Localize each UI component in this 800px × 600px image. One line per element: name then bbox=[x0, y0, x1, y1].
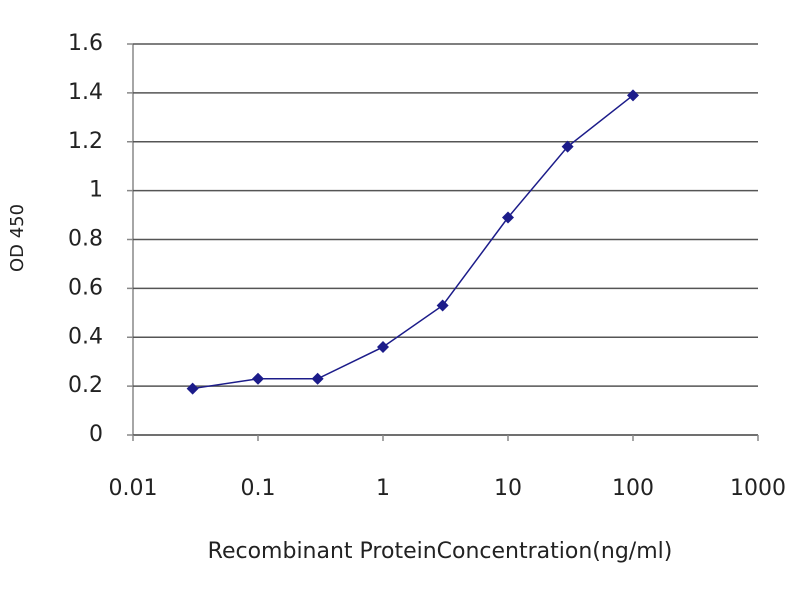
y-axis-label: OD 450 bbox=[7, 204, 28, 272]
y-tick-label: 0.6 bbox=[68, 275, 103, 300]
y-tick-label: 1.4 bbox=[68, 80, 103, 105]
y-tick-label: 0.8 bbox=[68, 227, 103, 252]
data-point bbox=[377, 341, 389, 354]
x-tick-label: 1000 bbox=[730, 476, 786, 501]
x-tick-label: 100 bbox=[612, 476, 654, 501]
x-tick-label: 1 bbox=[376, 476, 390, 501]
y-tick-label: 1.2 bbox=[68, 129, 103, 154]
data-point bbox=[502, 211, 514, 224]
data-point bbox=[561, 140, 574, 153]
data-line bbox=[192, 94, 634, 390]
data-point bbox=[436, 299, 449, 312]
data-point bbox=[311, 372, 324, 385]
x-axis-label: Recombinant ProteinConcentration(ng/ml) bbox=[208, 539, 673, 564]
data-point bbox=[186, 382, 199, 395]
x-tick-label: 0.1 bbox=[241, 476, 276, 501]
y-tick-label: 0.2 bbox=[68, 373, 103, 398]
y-tick-label: 0.4 bbox=[68, 324, 103, 349]
y-tick-label: 1 bbox=[89, 178, 103, 203]
y-tick-label: 1.6 bbox=[68, 31, 103, 56]
data-point bbox=[627, 89, 639, 102]
y-tick-label: 0 bbox=[89, 422, 103, 447]
x-tick-label: 10 bbox=[494, 476, 522, 501]
data-point bbox=[252, 372, 264, 385]
x-tick-label: 0.01 bbox=[109, 476, 158, 501]
